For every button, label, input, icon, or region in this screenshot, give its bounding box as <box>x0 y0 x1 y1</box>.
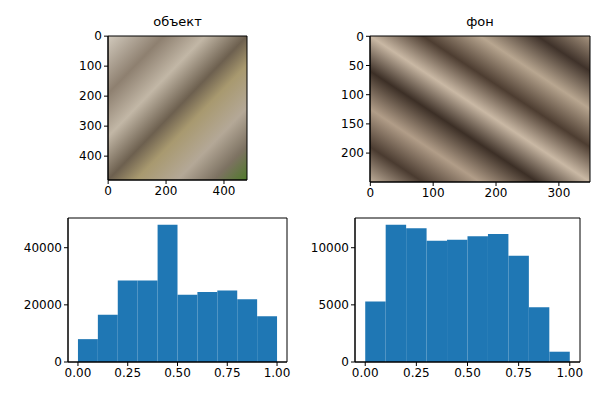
svg-text:0: 0 <box>94 29 102 43</box>
svg-text:400: 400 <box>213 184 236 198</box>
svg-text:100: 100 <box>422 186 445 200</box>
svg-text:0: 0 <box>54 355 62 369</box>
svg-text:20000: 20000 <box>24 298 62 312</box>
html-text:фон: фон <box>466 14 494 29</box>
svg-text:1.00: 1.00 <box>556 366 583 380</box>
svg-text:300: 300 <box>547 186 570 200</box>
html-text:объект: объект <box>153 14 202 29</box>
svg-text:0.50: 0.50 <box>164 366 191 380</box>
svg-text:150: 150 <box>341 117 364 131</box>
svg-text:0: 0 <box>356 30 364 44</box>
svg-text:0.00: 0.00 <box>352 366 379 380</box>
svg-text:0: 0 <box>104 184 112 198</box>
svg-text:100: 100 <box>341 88 364 102</box>
svg-text:100: 100 <box>79 59 102 73</box>
svg-text:40000: 40000 <box>24 241 62 255</box>
svg-text:50: 50 <box>349 59 364 73</box>
svg-text:10000: 10000 <box>311 241 349 255</box>
svg-text:200: 200 <box>79 89 102 103</box>
svg-text:200: 200 <box>341 146 364 160</box>
svg-text:0.00: 0.00 <box>65 366 92 380</box>
svg-text:0.75: 0.75 <box>505 366 532 380</box>
svg-text:0.25: 0.25 <box>403 366 430 380</box>
svg-text:200: 200 <box>155 184 178 198</box>
svg-text:0: 0 <box>341 355 349 369</box>
svg-text:0.50: 0.50 <box>454 366 481 380</box>
svg-text:300: 300 <box>79 119 102 133</box>
svg-text:5000: 5000 <box>318 298 349 312</box>
svg-text:200: 200 <box>485 186 508 200</box>
svg-text:0: 0 <box>366 186 374 200</box>
svg-text:400: 400 <box>79 149 102 163</box>
svg-text:1.00: 1.00 <box>264 366 291 380</box>
svg-text:0.25: 0.25 <box>114 366 141 380</box>
svg-text:0.75: 0.75 <box>214 366 241 380</box>
